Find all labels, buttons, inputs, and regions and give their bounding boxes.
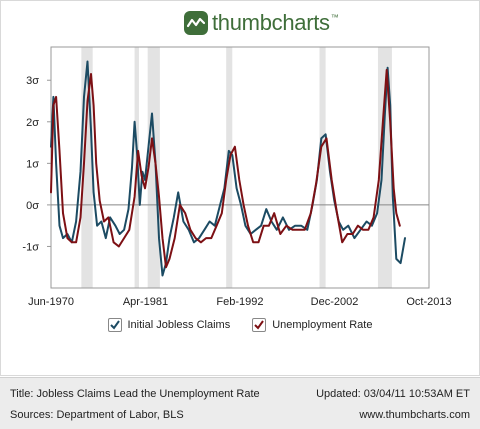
legend-item-claims[interactable]: Initial Jobless Claims xyxy=(107,318,231,332)
x-tick-label: Apr-1981 xyxy=(123,296,168,308)
chart-title: Title: Jobless Claims Lead the Unemploym… xyxy=(10,388,260,400)
legend-item-unemployment[interactable]: Unemployment Rate xyxy=(252,318,372,332)
chart-frame: thumbcharts ™ 3σ 2σ 1σ 0σ -1σ Jun-1970 Apr-198… xyxy=(0,0,480,376)
y-tick-label: 2σ xyxy=(26,117,39,129)
checkbox-checked-icon[interactable] xyxy=(107,318,122,332)
legend-label-claims: Initial Jobless Claims xyxy=(127,319,231,331)
trademark-symbol: ™ xyxy=(330,13,339,22)
series-line-unemployment-rate xyxy=(50,68,401,269)
y-tick-label: 1σ xyxy=(26,158,39,170)
legend: Initial Jobless Claims Unemployment Rate xyxy=(1,318,479,332)
x-tick-label: Jun-1970 xyxy=(28,296,74,308)
x-tick-label: Feb-1992 xyxy=(216,296,263,308)
legend-label-unemployment: Unemployment Rate xyxy=(272,319,373,331)
footer-bar: Title: Jobless Claims Lead the Unemploym… xyxy=(0,377,480,429)
checkbox-checked-icon[interactable] xyxy=(252,318,267,332)
x-tick-label: Oct-2013 xyxy=(406,296,451,308)
thumbcharts-logo[interactable]: thumbcharts ™ xyxy=(184,9,339,37)
line-chart-icon xyxy=(184,11,208,35)
recession-band xyxy=(81,47,93,288)
recession-band xyxy=(147,47,160,288)
plot-area-border xyxy=(50,46,430,289)
x-tick-label: Dec-2002 xyxy=(311,296,359,308)
series-line-jobless-claims xyxy=(50,60,406,277)
y-tick-label: 0σ xyxy=(26,200,39,212)
y-tick-label: -1σ xyxy=(22,241,39,253)
updated-timestamp: Updated: 03/04/11 10:53AM ET xyxy=(316,388,470,400)
y-tick-label: 3σ xyxy=(26,75,39,87)
website-link[interactable]: www.thumbcharts.com xyxy=(359,409,470,421)
recession-band xyxy=(319,47,326,288)
brand-name: thumbcharts xyxy=(212,10,330,35)
chart-svg: 3σ 2σ 1σ 0σ -1σ Jun-1970 Apr-1981 Feb-1992 Dec-2… xyxy=(22,46,452,308)
sources-text: Sources: Department of Labor, BLS xyxy=(10,409,184,421)
